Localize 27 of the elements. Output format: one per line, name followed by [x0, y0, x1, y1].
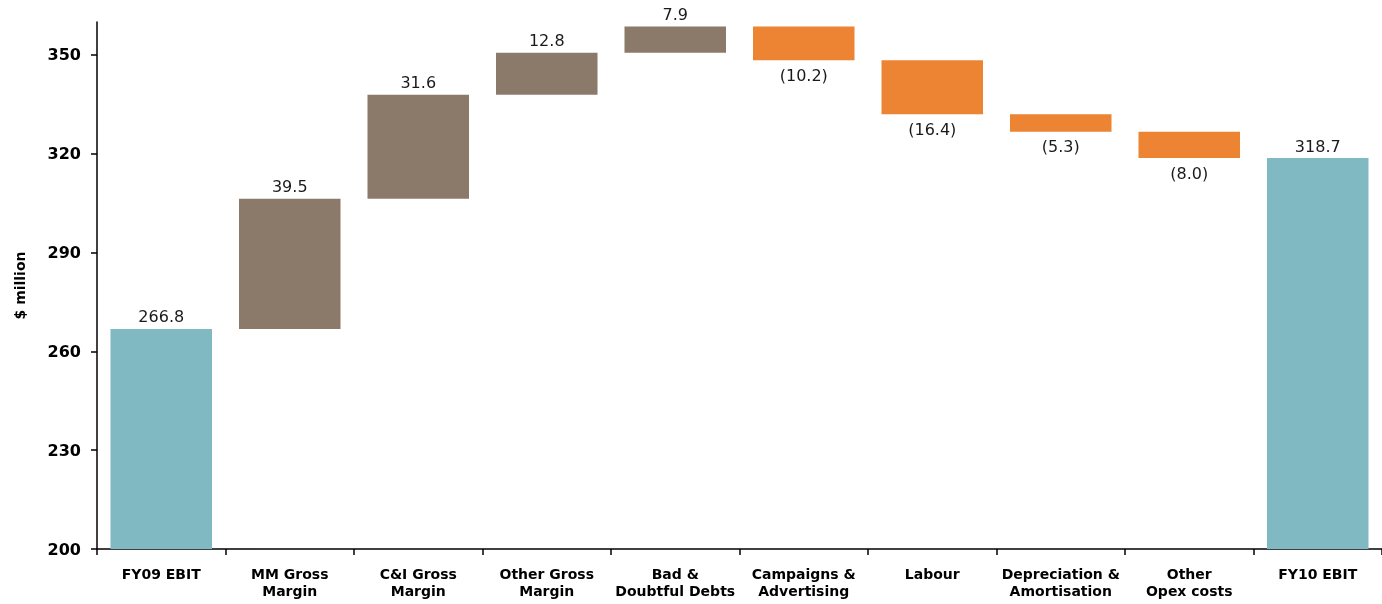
x-tick-label: FY10 EBIT [1278, 565, 1358, 582]
y-axis-title: $ million [12, 251, 28, 320]
data-label: 7.9 [662, 5, 688, 25]
x-tick-label: Campaigns & Advertising [751, 565, 856, 599]
x-tick-label: Bad & Doubtful Debts [615, 565, 736, 599]
x-tick-label: Other Gross Margin [499, 565, 595, 599]
data-label: 39.5 [271, 177, 308, 197]
y-tick-label: 200 [47, 539, 81, 559]
data-label: 318.7 [1294, 136, 1341, 156]
data-label: 12.8 [528, 31, 565, 51]
data-label: (10.2) [779, 65, 828, 85]
x-tick-label: FY09 EBIT [121, 565, 202, 582]
data-label: 266.8 [138, 307, 185, 327]
y-tick-label: 350 [47, 45, 81, 65]
x-tick-label: Depreciation & Amortisation [1001, 565, 1120, 599]
x-tick-label: MM Gross Margin [251, 565, 329, 599]
x-tick-label: Other Opex costs [1145, 565, 1233, 599]
y-tick-label: 290 [47, 243, 81, 263]
x-tick-label: C&I Gross Margin [379, 565, 457, 599]
y-tick-label: 230 [47, 440, 81, 460]
y-tick-label: 260 [47, 341, 81, 361]
y-tick-label: 320 [47, 144, 81, 164]
data-label: (5.3) [1041, 137, 1080, 157]
data-label: (16.4) [908, 119, 957, 139]
data-label: 31.6 [400, 73, 437, 93]
x-tick-label: Labour [904, 565, 960, 582]
data-label: (8.0) [1170, 163, 1209, 183]
